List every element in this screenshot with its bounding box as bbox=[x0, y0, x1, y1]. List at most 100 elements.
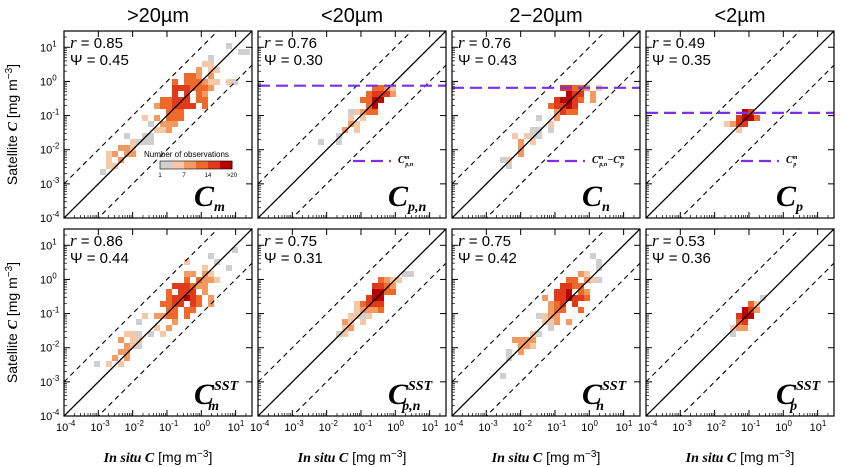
y-tick-label: 100 bbox=[40, 271, 57, 286]
heatmap-cell bbox=[336, 139, 342, 145]
x-tick-exp: -2 bbox=[137, 419, 145, 428]
heatmap-cell bbox=[166, 115, 172, 121]
heatmap-cell bbox=[160, 121, 166, 127]
panel-plot-area bbox=[646, 229, 834, 416]
x-tick-exp: -3 bbox=[491, 419, 499, 428]
y-axis-label-var: C bbox=[6, 121, 21, 131]
threshold-legend-extra-sub: p bbox=[620, 162, 624, 168]
heatmap-cell bbox=[554, 307, 560, 313]
stat-r-value: 0.75 bbox=[482, 233, 511, 250]
heatmap-cell bbox=[536, 133, 542, 139]
heatmap-cell bbox=[196, 97, 202, 103]
x-tick-exp: -1 bbox=[365, 419, 373, 428]
x-tick-base: 10 bbox=[775, 422, 787, 434]
heatmap-cell bbox=[160, 331, 166, 337]
x-axis-label-var: In situ C bbox=[103, 451, 155, 466]
heatmap-cell bbox=[542, 295, 548, 301]
panel-plot-area bbox=[452, 229, 640, 416]
column-title: <2µm bbox=[715, 5, 766, 27]
x-tick-exp: 1 bbox=[628, 419, 633, 428]
threshold-legend-label: Cm p,n−Cm p bbox=[592, 155, 625, 168]
heatmap-cell bbox=[348, 313, 354, 319]
heatmap-cell bbox=[366, 295, 372, 301]
heatmap-cell bbox=[378, 283, 384, 289]
x-axis-label-units: [mg m bbox=[154, 449, 197, 465]
x-tick-exp: -3 bbox=[685, 419, 693, 428]
y-tick-exp: -2 bbox=[52, 340, 60, 349]
heatmap-cell bbox=[560, 283, 566, 289]
stat-r-value: 0.76 bbox=[482, 35, 511, 52]
heatmap-cell bbox=[178, 283, 184, 289]
heatmap-cell bbox=[396, 277, 402, 283]
heatmap-cell bbox=[172, 97, 178, 103]
stat-psi: Ψ = 0.44 bbox=[70, 250, 129, 267]
heatmap-cell bbox=[554, 109, 560, 115]
x-tick-label: 100 bbox=[387, 419, 404, 434]
y-tick-exp: -1 bbox=[52, 306, 60, 315]
stat-r-eq: = bbox=[465, 233, 482, 250]
heatmap-cell bbox=[736, 121, 742, 127]
x-tick-label: 101 bbox=[616, 419, 633, 434]
heatmap-cell bbox=[566, 109, 572, 115]
x-tick-label: 10-1 bbox=[547, 419, 567, 434]
heatmap-cell bbox=[160, 127, 166, 133]
x-tick-label: 10-3 bbox=[672, 419, 692, 434]
heatmap-cell bbox=[118, 145, 124, 151]
heatmap-cell bbox=[572, 277, 578, 283]
x-tick-exp: -4 bbox=[650, 419, 658, 428]
x-tick-label: 10-2 bbox=[319, 419, 339, 434]
heatmap-cell bbox=[566, 295, 572, 301]
heatmap-cell bbox=[130, 139, 136, 145]
x-tick-exp: -4 bbox=[262, 419, 270, 428]
y-tick-label: 10-3 bbox=[40, 176, 60, 191]
y-tick-base: 10 bbox=[40, 145, 52, 157]
heatmap-cell bbox=[172, 319, 178, 325]
heatmap-cell bbox=[736, 325, 742, 331]
heatmap-cell bbox=[348, 109, 354, 115]
panel-plot-area: Cm p,n bbox=[258, 31, 446, 218]
heatmap-cell bbox=[390, 85, 396, 91]
y-tick-base: 10 bbox=[40, 274, 52, 286]
y-tick-label: 101 bbox=[40, 39, 57, 54]
heatmap-cell bbox=[172, 79, 178, 85]
heatmap-cell bbox=[208, 55, 214, 61]
panel-variable-label: CSST p,n bbox=[388, 378, 434, 414]
heatmap-cell bbox=[530, 139, 536, 145]
upper-bound-line bbox=[258, 31, 413, 185]
heatmap-cell bbox=[366, 313, 372, 319]
heatmap-cell bbox=[384, 283, 390, 289]
heatmap-cell bbox=[202, 283, 208, 289]
heatmap-cell bbox=[566, 277, 572, 283]
upper-bound-line bbox=[64, 229, 219, 383]
y-axis-label-text: Satellite bbox=[4, 131, 20, 185]
stat-psi-symbol: Ψ bbox=[458, 52, 471, 69]
upper-bound-line bbox=[452, 229, 607, 383]
stat-r-symbol: r bbox=[458, 33, 465, 52]
stat-r-symbol: r bbox=[458, 231, 465, 250]
x-tick-label: 10-3 bbox=[478, 419, 498, 434]
heatmap-cell bbox=[530, 331, 536, 337]
heatmap-cell bbox=[548, 325, 554, 331]
heatmap-cell bbox=[560, 97, 566, 103]
y-tick-exp: 1 bbox=[52, 237, 57, 246]
heatmap-cell bbox=[572, 97, 578, 103]
heatmap-cell bbox=[554, 295, 560, 301]
y-tick-exp: -1 bbox=[52, 108, 60, 117]
heatmap-cell bbox=[390, 289, 396, 295]
heatmap-cell bbox=[184, 91, 190, 97]
panel-variable-sub: p,n bbox=[407, 200, 427, 215]
y-tick-label: 10-2 bbox=[40, 142, 60, 157]
y-tick-label: 10-1 bbox=[40, 108, 60, 123]
y-axis-label-units: [mg m bbox=[4, 79, 20, 122]
heatmap-cell bbox=[172, 307, 178, 313]
heatmap-cell bbox=[190, 103, 196, 109]
colorbar-tick-label: 1 bbox=[158, 173, 162, 179]
heatmap-cell bbox=[208, 85, 214, 91]
panel-frame bbox=[645, 228, 835, 417]
y-tick-label: 10-4 bbox=[40, 408, 60, 423]
stat-psi-value: 0.30 bbox=[294, 52, 323, 69]
heatmap-cell bbox=[196, 85, 202, 91]
heatmap-cell bbox=[760, 295, 766, 301]
heatmap-cell bbox=[372, 109, 378, 115]
